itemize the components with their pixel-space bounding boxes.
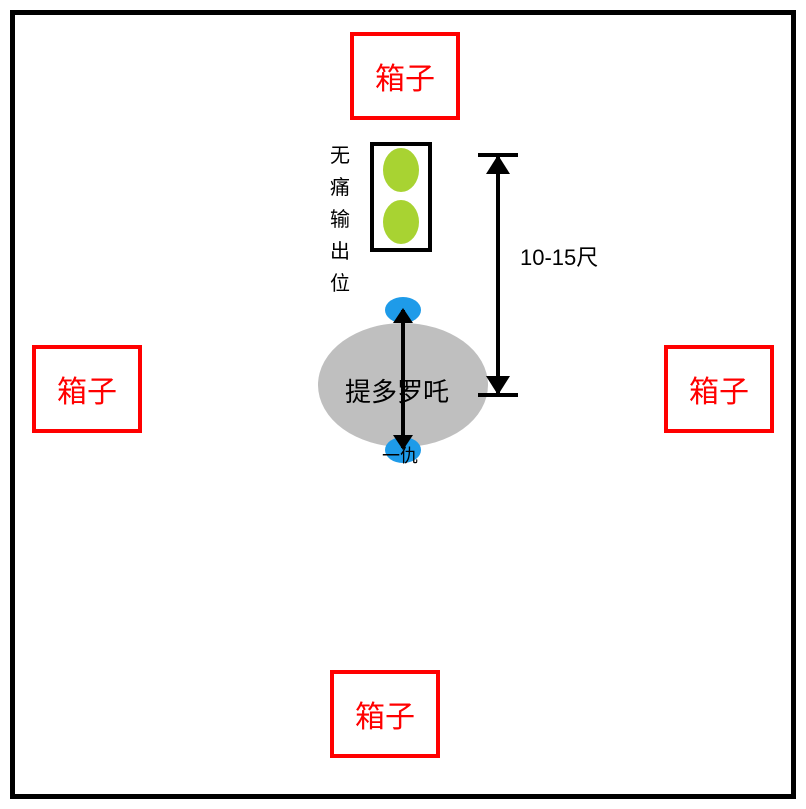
- diagram-canvas: 箱子箱子箱子箱子 无痛输出位 提多罗吒 一仇 10-15尺: [0, 0, 806, 809]
- inner-arrow-head-up: [393, 308, 413, 323]
- box-top-label: 箱子: [375, 54, 435, 98]
- box-left-label: 箱子: [57, 367, 117, 411]
- dimension-line: [496, 155, 500, 395]
- box-bottom-label: 箱子: [355, 692, 415, 736]
- center-gray-label: 提多罗吒: [345, 372, 449, 409]
- vertical-label-char: 出: [330, 236, 350, 268]
- vertical-label-char: 无: [330, 140, 350, 172]
- box-top: 箱子: [350, 32, 460, 120]
- box-bottom: 箱子: [330, 670, 440, 758]
- vertical-label-char: 痛: [330, 172, 350, 204]
- box-right-label: 箱子: [689, 367, 749, 411]
- green-light-top: [383, 148, 419, 192]
- box-right: 箱子: [664, 345, 774, 433]
- green-light-bottom: [383, 200, 419, 244]
- inner-arrow-line: [401, 310, 405, 448]
- dimension-arrow-down: [486, 376, 510, 395]
- box-left: 箱子: [32, 345, 142, 433]
- vertical-label: 无痛输出位: [330, 140, 350, 300]
- vertical-label-char: 位: [330, 268, 350, 300]
- small-label: 一仇: [382, 442, 418, 468]
- dimension-arrow-up: [486, 155, 510, 174]
- vertical-label-char: 输: [330, 204, 350, 236]
- dimension-label: 10-15尺: [520, 240, 598, 272]
